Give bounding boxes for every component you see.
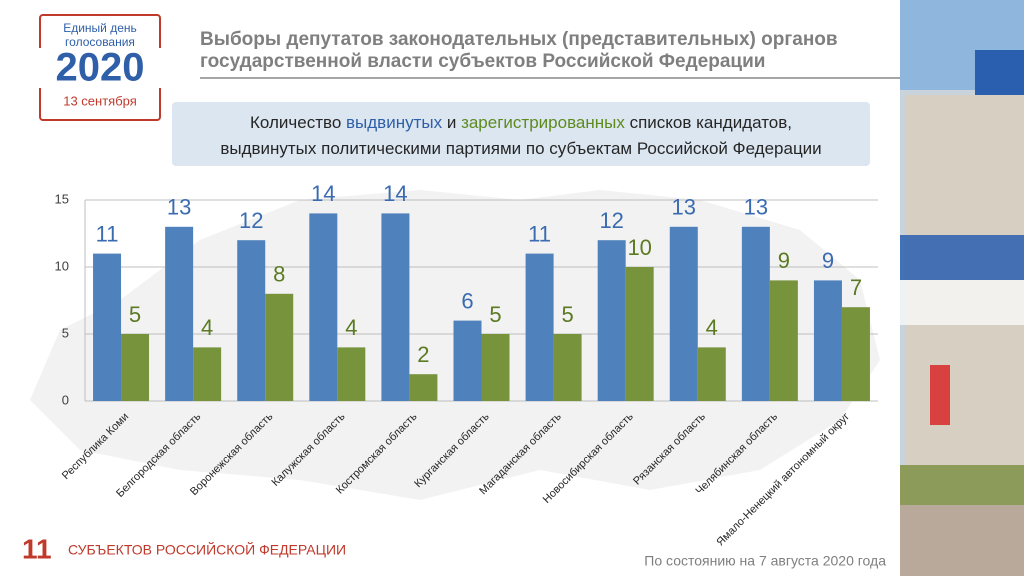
- bar: [121, 334, 150, 401]
- value-label: 6: [461, 288, 473, 313]
- value-label: 5: [489, 302, 501, 327]
- bar: [669, 226, 698, 401]
- bar: [769, 280, 798, 401]
- footer-count-label: СУБЪЕКТОВ РОССИЙСКОЙ ФЕДЕРАЦИИ: [68, 541, 346, 558]
- value-label: 9: [778, 248, 790, 273]
- subtitle-line: Количество выдвинутых и зарегистрированн…: [250, 113, 792, 132]
- logo: Единый день голосования 2020 13 сентября: [36, 14, 164, 121]
- bar: [409, 374, 438, 401]
- value-label: 14: [311, 181, 335, 206]
- subtitle-part: выдвинутых: [346, 113, 443, 132]
- photo: [900, 0, 1024, 576]
- bar: [697, 347, 726, 401]
- footer-count: 11: [22, 533, 52, 564]
- value-label: 4: [345, 315, 357, 340]
- subtitle: Количество выдвинутых и зарегистрированн…: [220, 113, 821, 158]
- subtitle-part: зарегистрированных: [461, 113, 625, 132]
- bar: [309, 213, 338, 401]
- y-tick-label: 15: [55, 191, 69, 206]
- subtitle-part: списков кандидатов,: [625, 113, 792, 132]
- bar: [193, 347, 222, 401]
- title: государственной власти субъектов Российс…: [200, 51, 765, 72]
- bar: [93, 253, 122, 401]
- subtitle-part: и: [442, 113, 461, 132]
- value-label: 4: [706, 315, 718, 340]
- bar: [381, 213, 410, 401]
- y-tick-label: 0: [62, 392, 69, 407]
- logo-year: 2020: [56, 46, 145, 90]
- logo-caption: Единый день: [63, 21, 137, 35]
- bar: [625, 267, 654, 401]
- subtitle-part: Количество: [250, 113, 346, 132]
- value-label: 13: [744, 195, 768, 220]
- bar: [337, 347, 366, 401]
- bar: [813, 280, 842, 401]
- value-label: 13: [672, 195, 696, 220]
- value-label: 5: [129, 302, 141, 327]
- value-label: 13: [167, 195, 191, 220]
- bar: [597, 240, 626, 401]
- value-label: 14: [383, 181, 407, 206]
- bar: [265, 293, 294, 401]
- value-label: 12: [239, 208, 263, 233]
- logo-date: 13 сентября: [63, 93, 137, 108]
- value-label: 4: [201, 315, 213, 340]
- bar: [453, 320, 482, 401]
- footer-note: По состоянию на 7 августа 2020 года: [644, 553, 886, 569]
- value-label: 11: [96, 221, 119, 246]
- subtitle-line: выдвинутых политическими партиями по суб…: [220, 139, 821, 158]
- bar: [841, 307, 870, 401]
- bar: [481, 334, 510, 401]
- subtitle-box: [172, 102, 870, 166]
- bar: [525, 253, 554, 401]
- logo-caption: голосования: [65, 35, 135, 49]
- bar: [165, 226, 194, 401]
- value-label: 9: [822, 248, 834, 273]
- value-label: 8: [273, 262, 285, 287]
- title: Выборы депутатов законодательных (предст…: [200, 29, 838, 50]
- bar: [553, 334, 582, 401]
- bar: [237, 240, 266, 401]
- value-label: 7: [850, 275, 862, 300]
- value-label: 10: [627, 235, 651, 260]
- y-tick-label: 10: [55, 258, 69, 273]
- value-label: 5: [561, 302, 573, 327]
- value-label: 11: [528, 221, 551, 246]
- bar: [741, 226, 770, 401]
- value-label: 12: [599, 208, 623, 233]
- value-label: 2: [417, 342, 429, 367]
- subtitle-part: выдвинутых политическими партиями по суб…: [220, 139, 821, 158]
- y-tick-label: 5: [62, 325, 69, 340]
